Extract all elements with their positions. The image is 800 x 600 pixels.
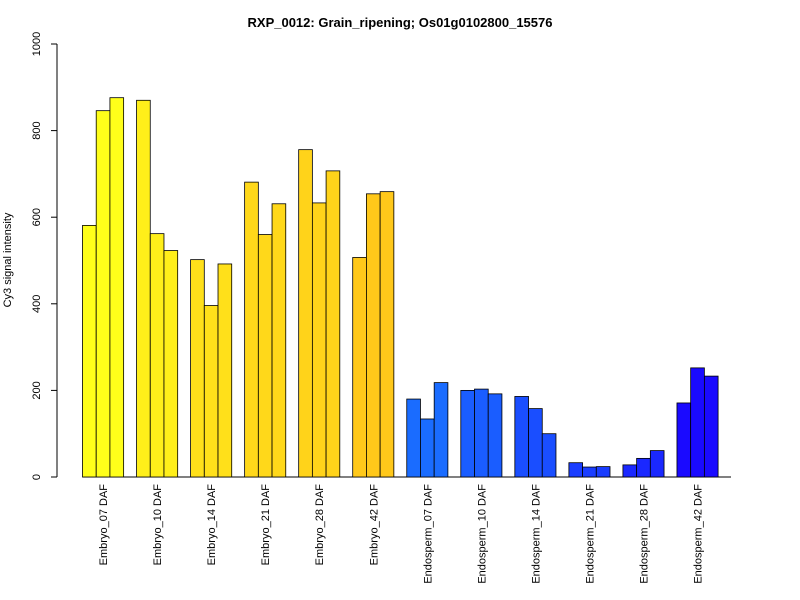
bar: [690, 367, 705, 478]
y-tick-label: 200: [31, 381, 43, 399]
x-tick-label: Embryo_10 DAF: [152, 484, 164, 566]
x-tick-label: Endosperm_42 DAF: [693, 484, 705, 584]
bar: [487, 393, 503, 478]
bar: [109, 97, 125, 478]
chart-title: RXP_0012: Grain_ripening; Os01g0102800_1…: [248, 15, 553, 30]
y-tick-label: 400: [31, 295, 43, 313]
bar: [703, 375, 719, 478]
bar: [244, 181, 259, 478]
bar: [433, 382, 449, 478]
x-tick-label: Embryo_07 DAF: [98, 484, 110, 566]
y-tick-label: 1000: [31, 32, 43, 56]
bar: [568, 462, 583, 478]
x-tick-label: Endosperm_28 DAF: [638, 484, 650, 584]
bar: [582, 466, 597, 478]
bar: [190, 259, 205, 478]
x-tick-labels: Embryo_07 DAF Embryo_10 DAF Embryo_14 DAF E…: [98, 484, 704, 584]
bar: [595, 466, 611, 478]
y-axis-label: Cy3 signal intensity: [2, 212, 14, 307]
bar: [82, 225, 97, 478]
bar: [676, 402, 692, 478]
bar: [379, 191, 395, 478]
bars: [82, 97, 719, 478]
bar: [420, 418, 435, 478]
x-tick-label: Embryo_42 DAF: [368, 484, 380, 566]
x-tick-label: Endosperm_21 DAF: [584, 484, 596, 584]
x-tick-label: Embryo_28 DAF: [314, 484, 326, 566]
x-tick-label: Embryo_14 DAF: [206, 484, 218, 566]
bar: [366, 193, 381, 478]
bar: [352, 257, 367, 478]
bar: [622, 464, 638, 478]
bar: [149, 233, 165, 478]
bar: [636, 457, 651, 478]
bar: [649, 450, 665, 478]
x-tick-label: Endosperm_14 DAF: [530, 484, 542, 584]
y-tick-label: 800: [31, 121, 43, 139]
y-axis: 0 200 400 600 800 1000: [31, 32, 58, 480]
bar: [95, 110, 111, 478]
bar: [514, 396, 529, 478]
bar: [163, 250, 179, 478]
x-tick-label: Embryo_21 DAF: [260, 484, 272, 566]
bar: [406, 398, 421, 478]
x-tick-label: Endosperm_10 DAF: [476, 484, 488, 584]
bar: [257, 234, 273, 478]
bar: [325, 170, 341, 478]
bar: [271, 203, 287, 478]
bar: [528, 408, 543, 478]
y-tick-label: 600: [31, 208, 43, 226]
y-tick-label: 0: [31, 474, 43, 480]
bar: [136, 99, 151, 478]
bar: [203, 305, 219, 478]
bar: [217, 263, 233, 478]
bar: [474, 388, 489, 478]
x-tick-label: Endosperm_07 DAF: [422, 484, 434, 584]
bar: [311, 202, 327, 478]
bar: [541, 433, 557, 478]
bar: [460, 389, 475, 478]
bar: [298, 149, 313, 478]
